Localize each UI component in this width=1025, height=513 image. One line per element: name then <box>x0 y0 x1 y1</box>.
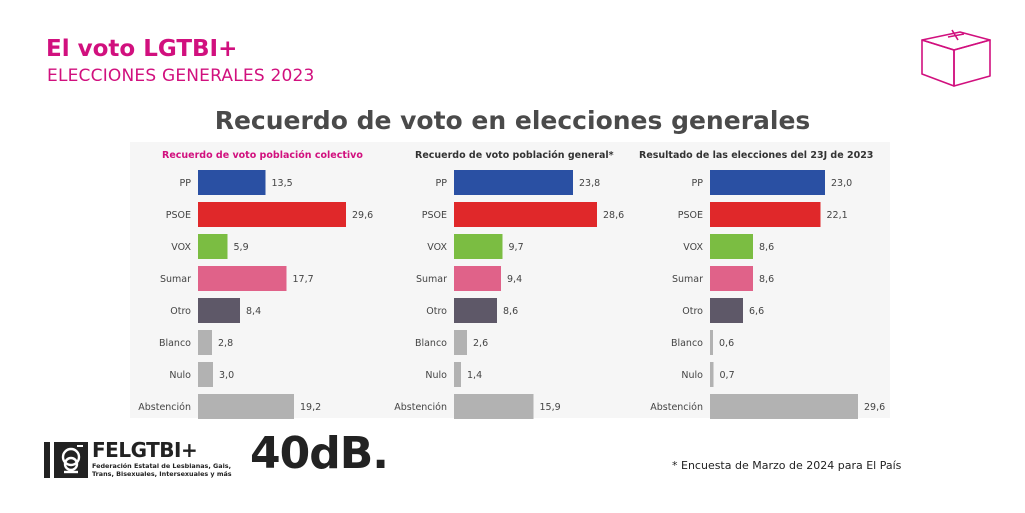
chart-main-title: Recuerdo de voto en elecciones generales <box>214 106 811 135</box>
value-label: 28,6 <box>603 210 624 221</box>
value-label: 5,9 <box>234 242 249 253</box>
bar-nulo <box>198 362 213 387</box>
value-label: 9,7 <box>509 242 524 253</box>
value-label: 23,0 <box>831 178 852 189</box>
bar-vox <box>710 234 753 259</box>
felgtbi-description: Federación Estatal de Lesbianas, Gais, T… <box>92 462 232 478</box>
bar-nulo <box>710 362 714 387</box>
bar-abstención <box>198 394 294 419</box>
value-label: 9,4 <box>507 274 522 285</box>
category-label: VOX <box>683 242 703 253</box>
value-label: 23,8 <box>579 178 600 189</box>
bar-chart-resultado: PP 23,0 PSOE 22,1 VOX 8,6 Sumar 8,6 Otro 6,6 Blanc… <box>650 170 885 419</box>
bar-psoe <box>710 202 821 227</box>
value-label: 0,6 <box>719 338 734 349</box>
category-label: Blanco <box>415 338 447 349</box>
bar-pp <box>198 170 266 195</box>
value-label: 29,6 <box>352 210 373 221</box>
felgtbi-logo: FELGTBI+ Federación Estatal de Lesbianas… <box>44 440 244 484</box>
page-title: El voto LGTBI+ <box>46 36 238 62</box>
value-label: 2,6 <box>473 338 488 349</box>
footnote: * Encuesta de Marzo de 2024 para El País <box>672 459 902 472</box>
bar-sumar <box>710 266 753 291</box>
value-label: 13,5 <box>272 178 293 189</box>
category-label: PP <box>436 178 448 189</box>
bar-abstención <box>454 394 534 419</box>
chart-panel-colectivo: Recuerdo de voto población colectivo PP 1… <box>130 142 380 419</box>
category-label: Otro <box>170 306 191 317</box>
value-label: 8,4 <box>246 306 261 317</box>
category-label: PP <box>692 178 704 189</box>
value-label: 19,2 <box>300 402 321 413</box>
bar-blanco <box>198 330 212 355</box>
chart-panel-resultado: Resultado de las elecciones del 23J de 2… <box>639 142 892 419</box>
panel-title: Recuerdo de voto población general* <box>415 150 614 161</box>
category-label: Sumar <box>160 274 191 285</box>
40db-logo: 40dB. <box>250 428 389 479</box>
category-label: VOX <box>171 242 191 253</box>
category-label: Otro <box>682 306 703 317</box>
chart-panel-general: Recuerdo de voto población general* PP 23… <box>386 142 636 419</box>
bar-psoe <box>198 202 346 227</box>
bar-blanco <box>454 330 467 355</box>
bar-otro <box>454 298 497 323</box>
bar-chart-general: PP 23,8 PSOE 28,6 VOX 9,7 Sumar 9,4 Otro 8,6 Blanc… <box>394 170 624 419</box>
category-label: Blanco <box>671 338 703 349</box>
value-label: 22,1 <box>827 210 848 221</box>
bar-sumar <box>198 266 287 291</box>
category-label: Sumar <box>416 274 447 285</box>
category-label: Blanco <box>159 338 191 349</box>
value-label: 8,6 <box>759 274 774 285</box>
value-label: 6,6 <box>749 306 764 317</box>
bar-pp <box>710 170 825 195</box>
bar-pp <box>454 170 573 195</box>
panel-title: Recuerdo de voto población colectivo <box>162 150 363 161</box>
value-label: 3,0 <box>219 370 234 381</box>
category-label: Otro <box>426 306 447 317</box>
category-label: Abstención <box>394 402 447 413</box>
value-label: 8,6 <box>503 306 518 317</box>
bar-sumar <box>454 266 501 291</box>
felgtbi-symbol-icon <box>44 442 88 478</box>
category-label: PP <box>180 178 192 189</box>
ballot-box-icon <box>921 29 991 87</box>
value-label: 2,8 <box>218 338 233 349</box>
bar-chart-colectivo: PP 13,5 PSOE 29,6 VOX 5,9 Sumar 17,7 Otro 8,4 Blan… <box>138 170 373 419</box>
value-label: 8,6 <box>759 242 774 253</box>
bar-abstención <box>710 394 858 419</box>
value-label: 15,9 <box>540 402 561 413</box>
category-label: Nulo <box>681 370 703 381</box>
panel-title: Resultado de las elecciones del 23J de 2… <box>639 150 874 161</box>
category-label: VOX <box>427 242 447 253</box>
bar-psoe <box>454 202 597 227</box>
value-label: 29,6 <box>864 402 885 413</box>
category-label: Sumar <box>672 274 703 285</box>
bar-nulo <box>454 362 461 387</box>
category-label: PSOE <box>678 210 703 221</box>
value-label: 17,7 <box>293 274 314 285</box>
category-label: Nulo <box>425 370 447 381</box>
page-subtitle: ELECCIONES GENERALES 2023 <box>47 66 315 86</box>
bar-otro <box>710 298 743 323</box>
bar-vox <box>454 234 503 259</box>
bar-otro <box>198 298 240 323</box>
category-label: PSOE <box>166 210 191 221</box>
bar-vox <box>198 234 228 259</box>
category-label: PSOE <box>422 210 447 221</box>
felgtbi-name: FELGTBI+ <box>92 438 198 462</box>
category-label: Abstención <box>650 402 703 413</box>
value-label: 1,4 <box>467 370 482 381</box>
category-label: Nulo <box>169 370 191 381</box>
bar-blanco <box>710 330 713 355</box>
value-label: 0,7 <box>720 370 735 381</box>
category-label: Abstención <box>138 402 191 413</box>
